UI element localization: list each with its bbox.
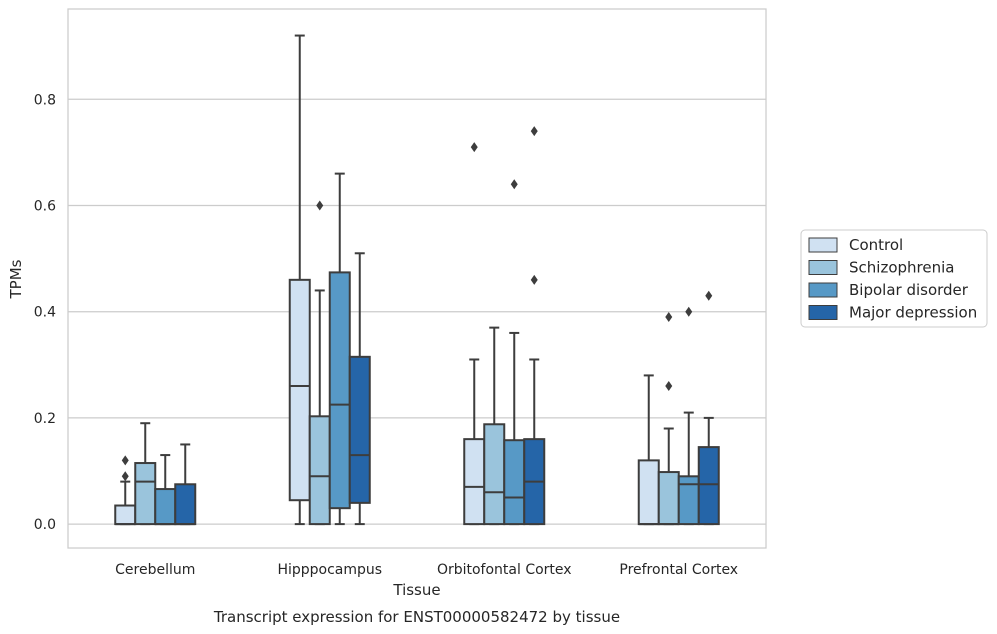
box bbox=[503, 439, 526, 526]
outlier-point bbox=[705, 290, 713, 301]
y-axis-title: TPMs bbox=[7, 259, 25, 299]
legend-frame bbox=[800, 229, 988, 328]
plot-frame bbox=[67, 8, 767, 549]
y-tick-label: 0.4 bbox=[34, 305, 56, 321]
y-tick-label: 0.8 bbox=[34, 92, 56, 108]
box bbox=[134, 462, 157, 526]
legend-swatch bbox=[808, 305, 838, 320]
outlier-point bbox=[665, 312, 673, 322]
x-tick-labels: Cerebellum Hipppocampus Orbitofontal Corte… bbox=[115, 562, 738, 578]
gridlines bbox=[68, 98, 766, 525]
legend-label: Control bbox=[849, 236, 903, 254]
y-tick-label: 0.2 bbox=[34, 411, 56, 427]
box bbox=[288, 278, 311, 502]
outlier-point bbox=[665, 381, 673, 392]
box bbox=[348, 355, 371, 504]
box bbox=[637, 459, 660, 526]
legend-swatch bbox=[808, 237, 838, 253]
y-tick-label: 0.6 bbox=[34, 198, 56, 214]
outlier-point bbox=[510, 179, 518, 190]
box bbox=[114, 504, 137, 526]
box bbox=[308, 415, 331, 526]
legend-label: Bipolar disorder bbox=[849, 281, 969, 299]
box bbox=[657, 471, 680, 526]
legend: Control Schizophrenia Bipolar disorder Majo… bbox=[800, 229, 988, 328]
legend-swatch bbox=[808, 282, 838, 298]
outlier-point bbox=[530, 126, 538, 137]
box bbox=[174, 483, 197, 526]
legend-swatch bbox=[808, 260, 838, 275]
outlier-point bbox=[530, 274, 538, 285]
x-axis-title: Tissue bbox=[392, 581, 440, 599]
box bbox=[697, 446, 720, 526]
box-series bbox=[114, 34, 720, 526]
legend-label: Schizophrenia bbox=[849, 259, 954, 277]
box bbox=[154, 488, 177, 526]
outlier-point bbox=[470, 142, 478, 153]
figure-caption: Transcript expression for ENST0000058247… bbox=[213, 608, 620, 626]
box bbox=[328, 271, 351, 510]
y-tick-labels: 0.0 0.2 0.4 0.6 0.8 bbox=[34, 92, 56, 533]
x-tick-label: Hipppocampus bbox=[277, 562, 382, 578]
outlier-point bbox=[316, 200, 324, 211]
outlier-point bbox=[685, 306, 693, 317]
box bbox=[483, 423, 506, 526]
outlier-point bbox=[121, 455, 129, 466]
x-tick-label: Orbitofontal Cortex bbox=[437, 562, 572, 578]
y-tick-label: 0.0 bbox=[34, 517, 56, 533]
x-tick-label: Prefrontal Cortex bbox=[619, 562, 738, 578]
outlier-point bbox=[121, 471, 129, 482]
box bbox=[463, 438, 486, 526]
x-tick-label: Cerebellum bbox=[115, 562, 195, 578]
legend-label: Major depression bbox=[849, 304, 977, 322]
